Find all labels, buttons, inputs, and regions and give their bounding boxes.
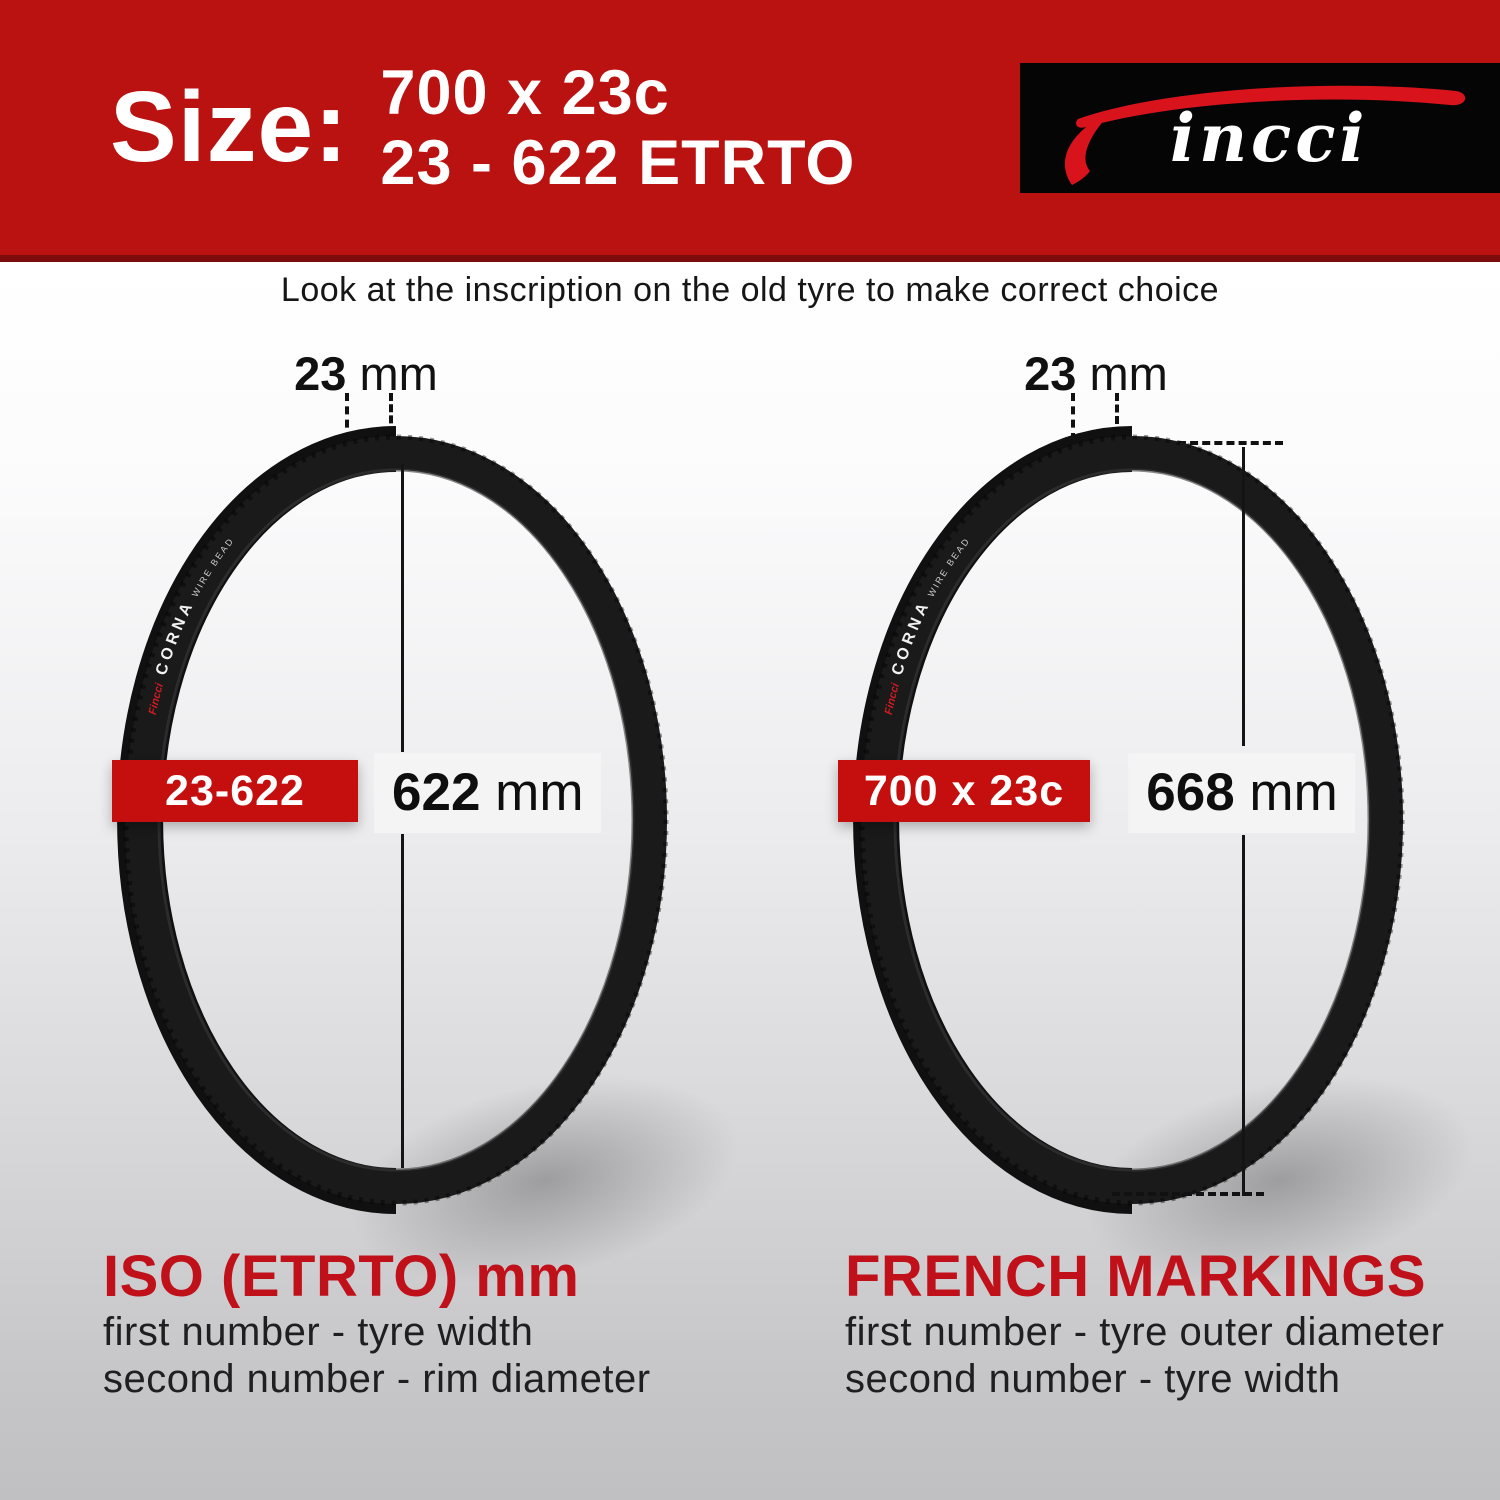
tyre-tread-texture: [123, 434, 669, 1206]
outer-diameter-dash-bottom: [1112, 1192, 1264, 1196]
iso-size-tag: 23-622: [112, 760, 358, 822]
width-measurement-label: 23 mm: [294, 346, 438, 401]
size-line-french: 700 x 23c: [380, 57, 670, 128]
logo-swoosh-top: [1076, 85, 1466, 128]
iso-description: first number - tyre width second number …: [103, 1309, 651, 1403]
diameter-line-bottom: [401, 834, 404, 1168]
outer-diameter-line-bottom: [1242, 835, 1245, 1196]
diameter-unit: mm: [495, 763, 584, 822]
width-value: 23: [1024, 347, 1077, 400]
fincci-logo-icon: incci: [1064, 85, 1466, 185]
outer-diameter-dash-top: [1093, 441, 1283, 445]
french-desc-line2: second number - tyre width: [845, 1357, 1341, 1401]
diameter-unit: mm: [1249, 763, 1338, 822]
fincci-logo: incci: [1020, 63, 1500, 193]
size-banner: Size: 700 x 23c 23 - 622 ETRTO incci: [0, 0, 1500, 262]
size-values: 700 x 23c 23 - 622 ETRTO: [380, 58, 855, 198]
diameter-value: 622: [392, 763, 481, 822]
width-dash-left: [1071, 393, 1075, 441]
french-heading: FRENCH MARKINGS: [845, 1244, 1427, 1309]
width-measurement-label: 23 mm: [1024, 346, 1168, 401]
outer-diameter-label: 668 mm: [1128, 753, 1356, 833]
size-label: Size:: [110, 71, 349, 183]
rim-diameter-label: 622 mm: [374, 753, 602, 833]
width-unit: mm: [1089, 347, 1168, 400]
width-dash-right: [389, 393, 393, 457]
iso-desc-line1: first number - tyre width: [103, 1310, 534, 1354]
outer-diameter-line-top: [1242, 447, 1245, 746]
diameter-line-top: [401, 464, 404, 752]
logo-script-text: incci: [1170, 99, 1369, 177]
french-desc-line1: first number - tyre outer diameter: [845, 1310, 1445, 1354]
width-dash-left: [345, 393, 349, 441]
width-value: 23: [294, 347, 347, 400]
width-dash-right: [1115, 393, 1119, 447]
french-size-tag: 700 x 23c: [838, 760, 1090, 822]
french-description: first number - tyre outer diameter secon…: [845, 1309, 1444, 1403]
instruction-text: Look at the inscription on the old tyre …: [280, 271, 1220, 309]
tyre-tread-texture: [859, 434, 1405, 1206]
logo-swoosh-tail: [1064, 111, 1112, 185]
iso-heading: ISO (ETRTO) mm: [103, 1244, 580, 1309]
diameter-value: 668: [1146, 763, 1235, 822]
iso-desc-line2: second number - rim diameter: [103, 1357, 651, 1401]
width-unit: mm: [359, 347, 438, 400]
size-line-etrto: 23 - 622 ETRTO: [380, 127, 856, 198]
